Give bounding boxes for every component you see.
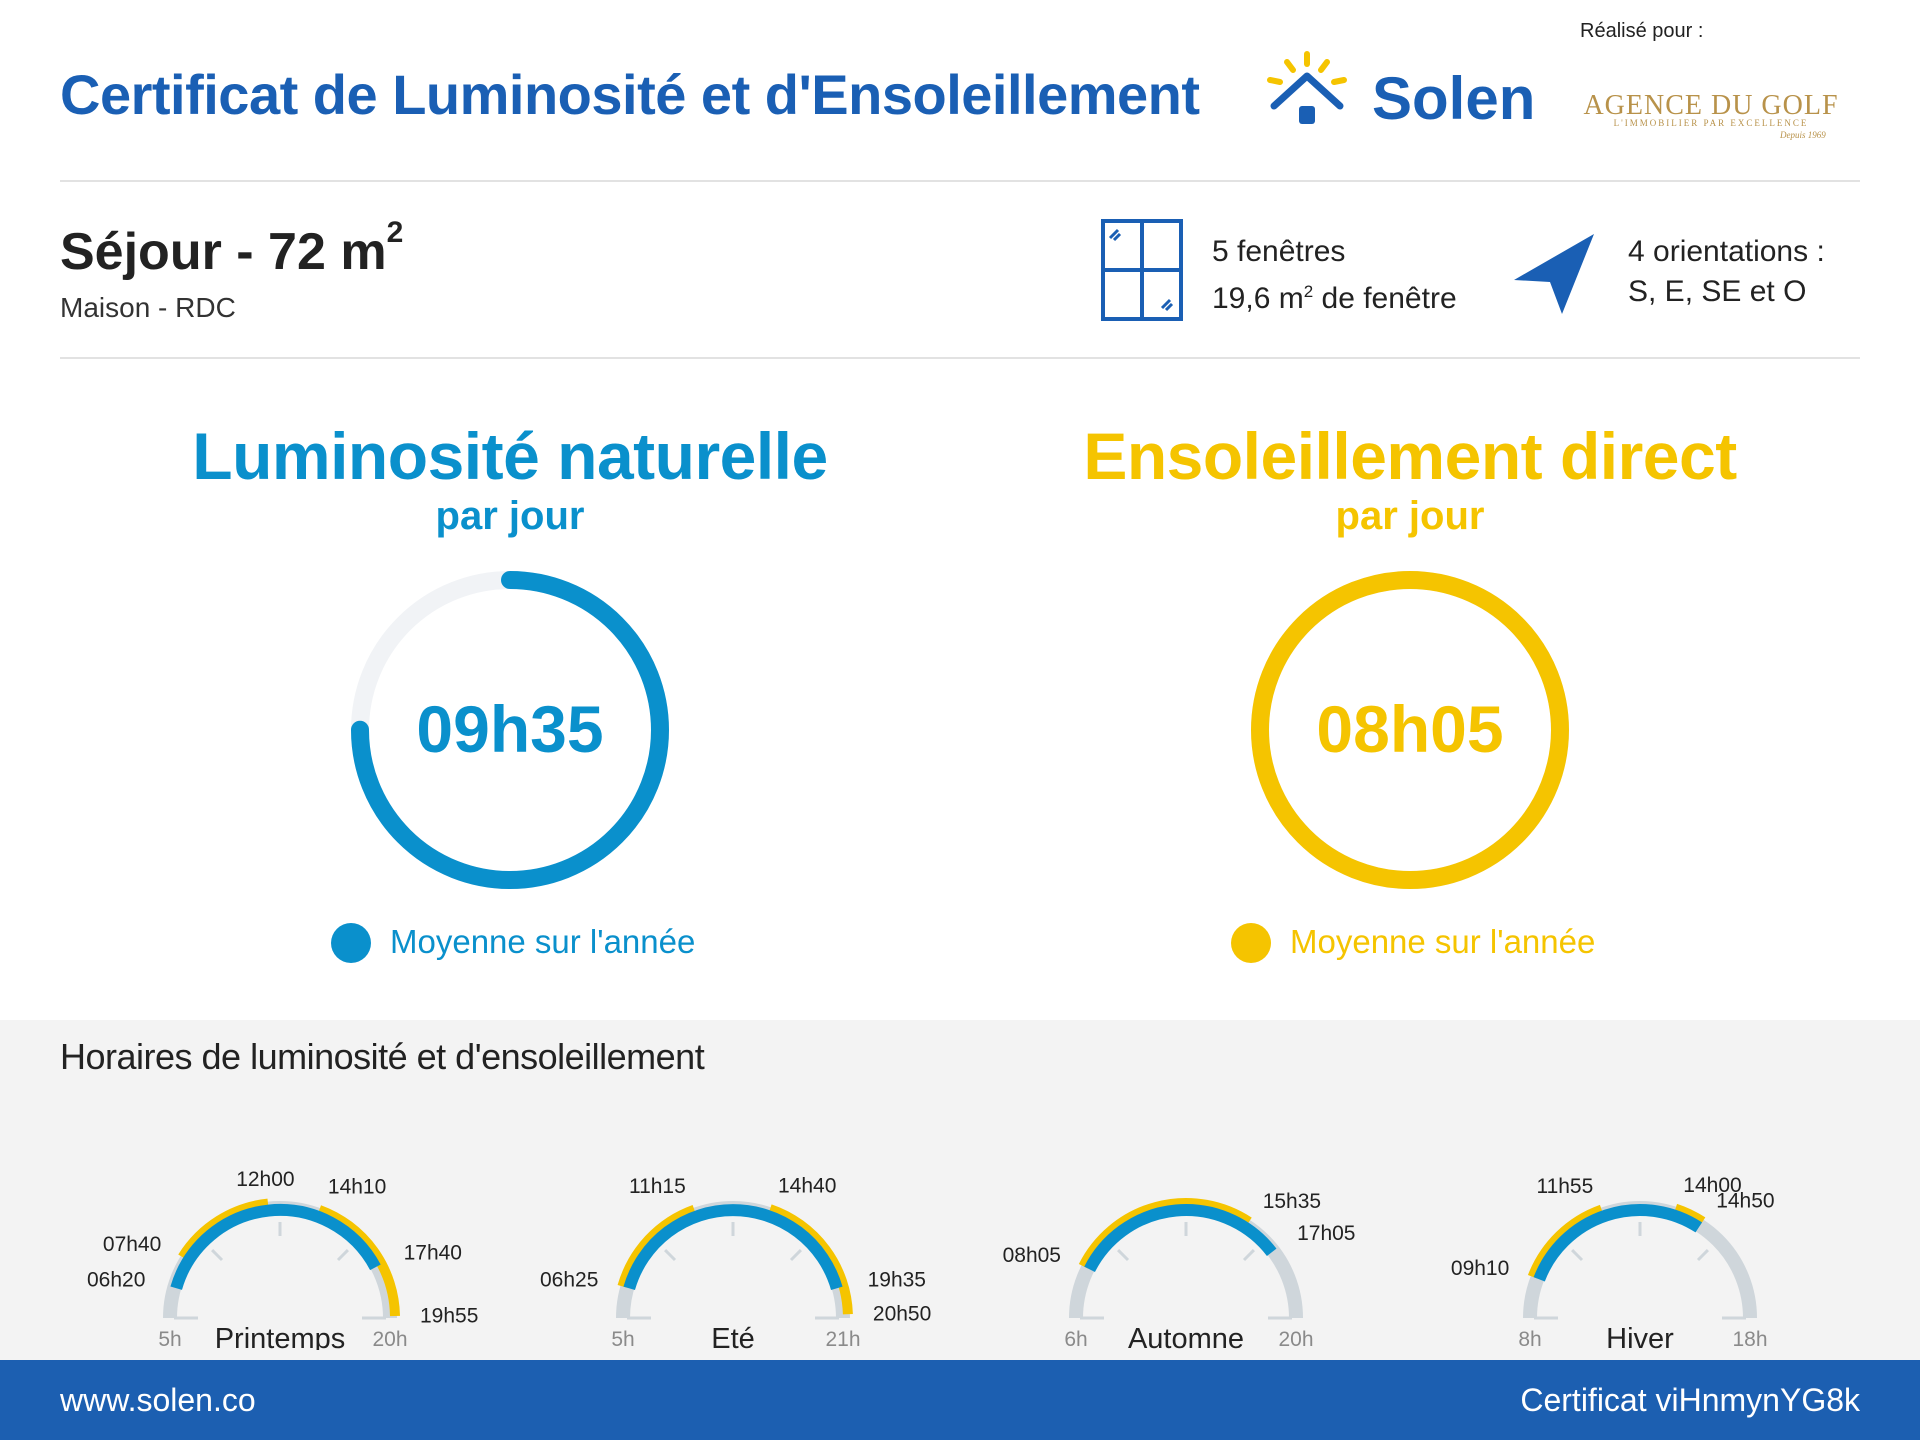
gauge-light-arc [1533,1204,1703,1282]
sunshine-subtitle: par jour [1335,494,1485,538]
gauge-end-label: 21h [825,1328,860,1350]
gauge-time-label: 09h10 [1451,1257,1509,1280]
gauge-time-label: 14h10 [328,1175,386,1198]
gauge-automne: 08h05 17h05 15h35 6h 20h Automne [1003,1190,1356,1350]
hours-section [0,1020,1920,1360]
gauge-tick [1117,1249,1130,1262]
gauge-time-label: 17h40 [404,1241,462,1264]
gauge-light-arc [170,1203,381,1290]
page-title: Certificat de Luminosité et d'Ensoleille… [60,63,1200,126]
gauge-time-label: 14h00 [1683,1174,1741,1197]
gauge-time-label: 17h05 [1297,1222,1355,1245]
gauge-tick [1696,1249,1709,1262]
luminosity-subtitle: par jour [435,494,585,538]
gauge-time-label: 19h35 [868,1269,926,1292]
gauge-time-label: 11h55 [1536,1175,1593,1198]
gauge-end-label: 18h [1732,1328,1767,1350]
agency-tagline: L'IMMOBILIER PAR EXCELLENCE [1613,118,1809,128]
gauge-tick [336,1249,349,1262]
windows-count: 5 fenêtres [1212,235,1346,268]
sunshine-legend-dot [1231,923,1271,963]
sunshine-ring: 08h05 [1251,571,1569,889]
made-for-label: Réalisé pour : [1580,20,1704,42]
footer [0,1360,1920,1440]
gauge-printemps: 06h20 17h40 07h40 12h00 14h10 19h55 5h 20h Print… [87,1168,478,1350]
orientations-list: S, E, SE et O [1628,275,1807,308]
gauge-time-label: 15h35 [1263,1190,1321,1213]
room-title: Séjour - 72 m2 [60,216,404,281]
gauge-start-label: 5h [158,1328,181,1350]
room-subtitle: Maison - RDC [60,292,236,323]
gauge-sun-arc [768,1204,853,1315]
gauge-sun-arc [1078,1198,1252,1269]
gauge-season-name: Eté [711,1323,755,1350]
gauge-sun-arc [1527,1204,1604,1279]
gauge-time-label: 11h15 [629,1175,686,1198]
luminosity-ring: 09h35 [351,571,669,889]
gauge-time-label: 19h55 [420,1305,478,1328]
sunshine-legend: Moyenne sur l'année [1290,923,1596,960]
gauge-time-label: 12h00 [236,1168,294,1191]
gauge-tick [664,1249,677,1262]
sunshine-value: 08h05 [1316,692,1503,766]
luminosity-title: Luminosité naturelle [192,419,828,493]
gauge-light-arc [623,1204,843,1290]
hours-title: Horaires de luminosité et d'ensoleilleme… [60,1036,705,1077]
gauge-sun-arc [617,1204,697,1288]
solen-logo-icon [1267,51,1347,124]
agency-logo: AGENCE DU GOLF [1583,90,1839,121]
agency-since: Depuis 1969 [1780,130,1826,140]
orientations-count: 4 orientations : [1628,235,1825,268]
gauge-end-label: 20h [1278,1328,1313,1350]
orientation-arrow-icon [1514,234,1594,314]
gauge-time-label: 06h20 [87,1268,145,1291]
gauge-sun-arc [1673,1203,1706,1226]
gauge-tick [211,1249,224,1262]
luminosity-ring-fill [351,571,669,889]
gauge-start-label: 5h [611,1328,634,1350]
gauge-hiver: 09h10 14h50 11h55 14h00 8h 18h Hiver [1451,1174,1775,1350]
gauge-season-name: Printemps [215,1323,346,1350]
footer-url-link[interactable]: www.solen.co [60,1382,256,1418]
gauge-tick [1242,1249,1255,1262]
gauge-time-label: 08h05 [1003,1244,1061,1267]
certificate-id: Certificat viHnmynYG8k [1520,1382,1860,1418]
gauge-time-label: 20h50 [873,1302,931,1325]
gauge-tick [1571,1249,1584,1262]
gauge-tick [789,1249,802,1262]
luminosity-value: 09h35 [416,692,603,766]
gauge-time-label: 06h25 [540,1269,598,1292]
luminosity-legend-dot [331,923,371,963]
gauge-start-label: 6h [1064,1328,1087,1350]
gauge-time-label: 14h50 [1716,1190,1774,1213]
sunshine-ring-fill [1251,571,1569,889]
gauge-start-label: 8h [1518,1328,1541,1350]
sunshine-title: Ensoleillement direct [1083,419,1737,493]
luminosity-legend: Moyenne sur l'année [390,923,696,960]
gauge-end-label: 20h [372,1328,407,1350]
windows-area: 19,6 m2 de fenêtre [1212,282,1457,315]
gauge-ete: 06h25 19h35 11h15 14h40 20h50 5h 21h Eté [540,1174,931,1350]
orientations-info: 4 orientations : S, E, SE et O [1628,232,1825,312]
window-icon [1101,219,1183,321]
gauge-light-arc [1084,1204,1277,1273]
gauge-sun-arc [317,1205,400,1317]
divider [60,180,1860,182]
divider [60,357,1860,359]
brand-name: Solen [1372,65,1536,132]
gauge-season-name: Hiver [1606,1323,1674,1350]
gauge-time-label: 14h40 [778,1174,836,1197]
gauge-time-label: 07h40 [103,1233,161,1256]
gauge-sun-arc [178,1198,269,1260]
gauge-season-name: Automne [1128,1323,1244,1350]
windows-info: 5 fenêtres 19,6 m2 de fenêtre [1212,232,1457,319]
